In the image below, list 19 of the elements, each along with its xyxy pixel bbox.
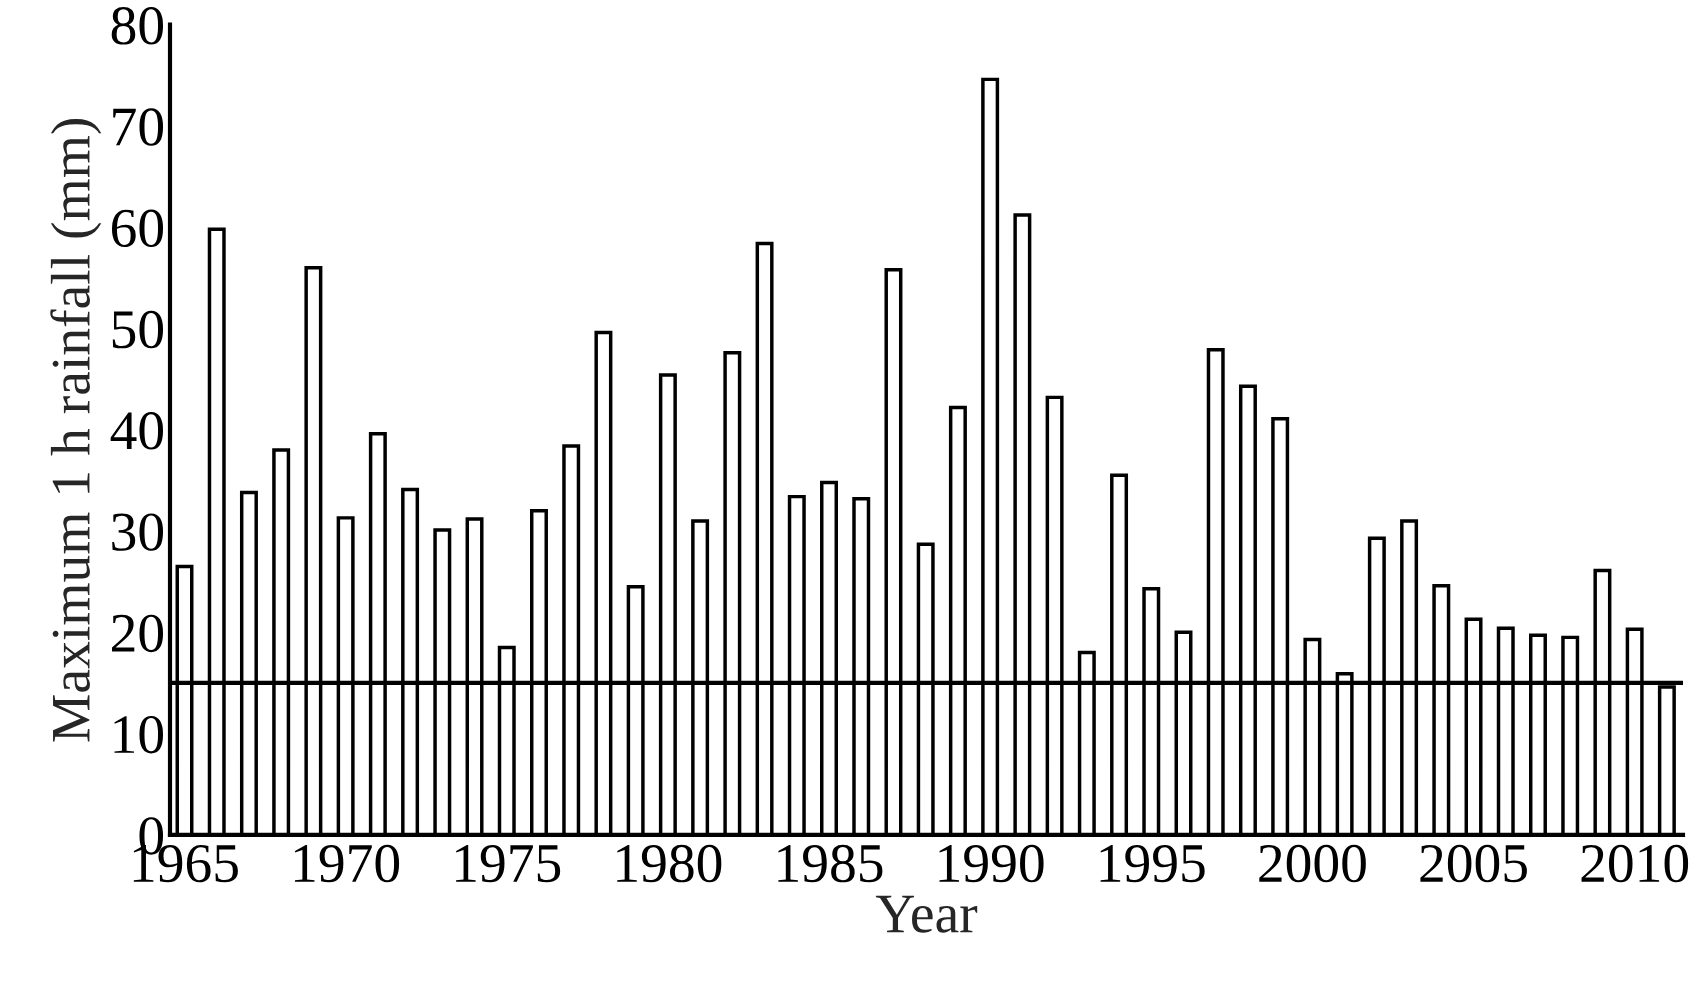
y-tick-label: 80 <box>111 7 164 45</box>
x-tick-label: 1985 <box>778 844 883 883</box>
y-axis-title: Maximum 1 h rainfall (mm) <box>50 119 102 742</box>
x-tick-label: 1980 <box>617 844 722 883</box>
x-tick-label: 1995 <box>1100 844 1205 883</box>
y-tick-label: 20 <box>112 614 164 653</box>
x-tick-label: 1975 <box>456 844 561 883</box>
x-axis-title: Year <box>875 895 978 933</box>
y-tick-label: 50 <box>112 310 164 349</box>
y-tick-label: 10 <box>114 715 164 754</box>
y-tick-label: 70 <box>113 108 164 146</box>
y-tick-label: 30 <box>112 513 164 551</box>
y-tick-label: 60 <box>111 209 164 248</box>
x-tick-label: 2005 <box>1420 844 1527 883</box>
y-tick-label: 40 <box>110 412 164 450</box>
x-tick-label: 2000 <box>1259 844 1366 883</box>
x-tick-label: 1970 <box>294 844 400 883</box>
x-tick-label: 2010 <box>1581 844 1689 883</box>
x-tick-label: 1990 <box>939 844 1044 883</box>
